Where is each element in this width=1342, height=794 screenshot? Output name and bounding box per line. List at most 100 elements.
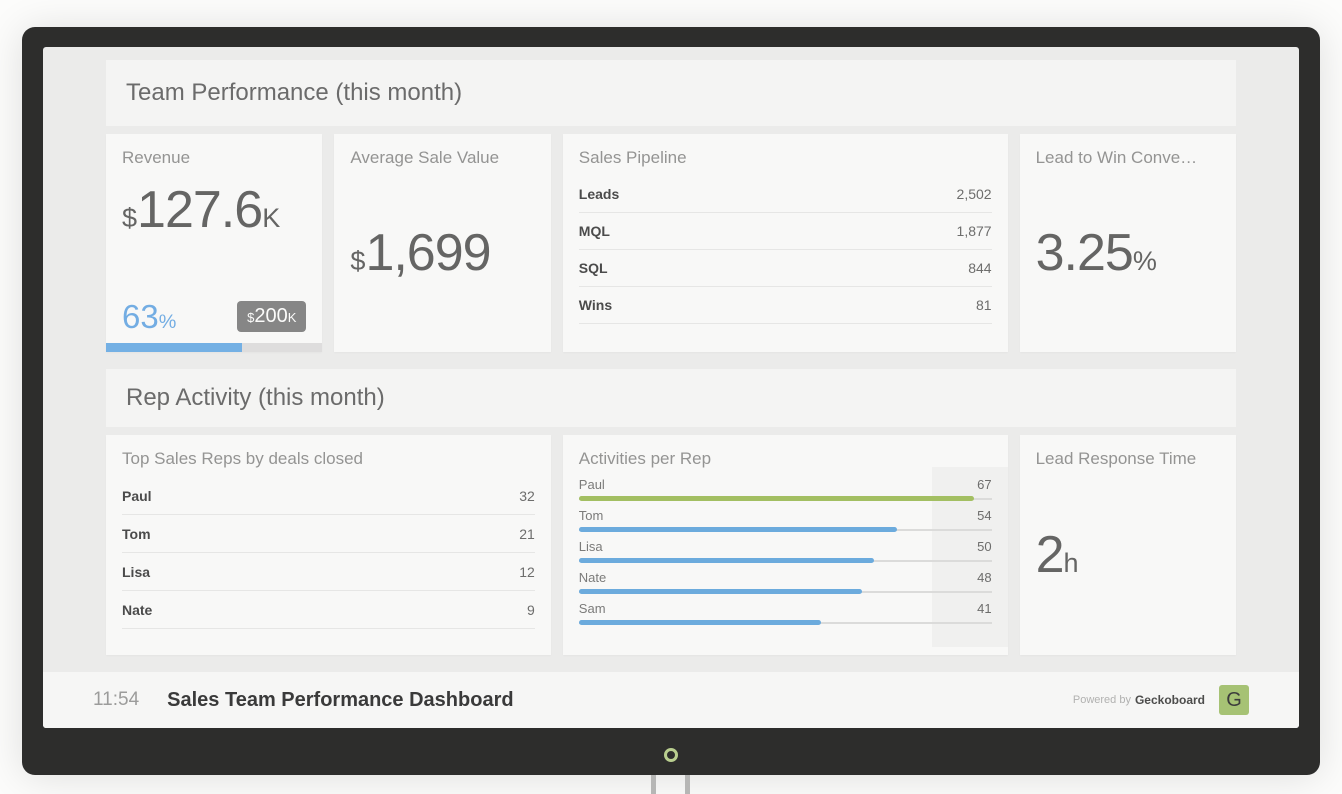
bar-fill bbox=[578, 620, 821, 625]
row-value: 2,502 bbox=[956, 186, 992, 202]
bar-fill bbox=[578, 558, 874, 563]
lead-to-win-value: 3.25% bbox=[1036, 227, 1157, 279]
power-indicator-icon bbox=[664, 748, 678, 762]
revenue-progress-bar bbox=[106, 343, 323, 352]
row-label: Tom bbox=[122, 525, 151, 542]
row-value: 81 bbox=[976, 297, 992, 313]
bar-label: Nate bbox=[578, 570, 607, 585]
bar-value: 41 bbox=[977, 601, 992, 616]
widget-title: Lead Response Time bbox=[1035, 449, 1197, 468]
pipeline-row: Leads 2,502 bbox=[578, 176, 992, 213]
bar-row: Sam 41 bbox=[578, 601, 992, 625]
bar-fill bbox=[578, 496, 974, 501]
brand-name: Geckoboard bbox=[1134, 693, 1205, 707]
row-label: SQL bbox=[578, 260, 608, 276]
row-label: Nate bbox=[122, 601, 153, 618]
bar-label: Tom bbox=[578, 508, 604, 523]
revenue-value: $127.6K bbox=[122, 184, 306, 236]
dashboard-title: Sales Team Performance Dashboard bbox=[167, 688, 514, 711]
bar-fill bbox=[578, 527, 898, 532]
widget-title: Revenue bbox=[122, 148, 191, 167]
revenue-number: 127.6 bbox=[137, 181, 263, 239]
row-value: 9 bbox=[527, 601, 535, 618]
dashboard-footer: 11:54 Sales Team Performance Dashboard P… bbox=[43, 672, 1299, 728]
widget-row-1: Revenue $127.6K 63% $200K Average Sale V… bbox=[106, 134, 1236, 352]
target-number: 200 bbox=[254, 305, 288, 327]
widget-revenue: Revenue $127.6K 63% $200K bbox=[106, 134, 323, 352]
widget-top-sales-reps: Top Sales Reps by deals closed Paul 32 T… bbox=[106, 435, 551, 655]
rep-row: Nate 9 bbox=[122, 591, 535, 629]
bar-label: Sam bbox=[578, 601, 606, 616]
conversion-number: 3.25 bbox=[1035, 224, 1134, 282]
geckoboard-logo-icon: G bbox=[1219, 685, 1249, 715]
revenue-progress-fill bbox=[106, 343, 243, 352]
widget-title: Lead to Win Conve… bbox=[1035, 148, 1198, 167]
section-title: Rep Activity (this month) bbox=[126, 384, 385, 411]
row-value: 32 bbox=[519, 487, 535, 504]
widget-activities-per-rep: Activities per Rep Paul 67 bbox=[562, 435, 1008, 655]
widget-average-sale-value: Average Sale Value $1,699 bbox=[334, 134, 551, 352]
section-title: Team Performance (this month) bbox=[126, 79, 463, 106]
row-value: 844 bbox=[968, 260, 992, 276]
widget-title: Top Sales Reps by deals closed bbox=[122, 449, 363, 468]
branding: Powered by Geckoboard G bbox=[1073, 685, 1249, 715]
top-reps-list: Paul 32 Tom 21 Lisa 12 Nate bbox=[106, 477, 551, 629]
currency-prefix: $ bbox=[122, 203, 138, 233]
pipeline-row: Wins 81 bbox=[578, 287, 992, 324]
widget-sales-pipeline: Sales Pipeline Leads 2,502 MQL 1,877 SQL bbox=[562, 134, 1008, 352]
widget-lead-to-win-conversion: Lead to Win Conve… 3.25% bbox=[1019, 134, 1236, 352]
section-header-rep-activity: Rep Activity (this month) bbox=[106, 369, 1236, 427]
currency-prefix: $ bbox=[350, 246, 366, 276]
pipeline-list: Leads 2,502 MQL 1,877 SQL 844 Wins bbox=[563, 176, 1008, 324]
bar-label: Lisa bbox=[578, 539, 603, 554]
unit-suffix: h bbox=[1063, 548, 1079, 578]
powered-by-label: Powered by bbox=[1072, 694, 1131, 706]
row-value: 12 bbox=[519, 563, 535, 580]
bar-row: Nate 48 bbox=[578, 570, 992, 594]
percent-number: 63 bbox=[122, 298, 159, 335]
kpi-area: $1,699 bbox=[334, 168, 550, 352]
percent-sign: % bbox=[1132, 246, 1157, 276]
pipeline-row: SQL 844 bbox=[578, 250, 992, 287]
tv-frame: Team Performance (this month) Revenue $1… bbox=[22, 27, 1320, 775]
row-label: Lisa bbox=[122, 563, 151, 580]
widget-row-2: Top Sales Reps by deals closed Paul 32 T… bbox=[106, 435, 1236, 655]
row-value: 1,877 bbox=[956, 223, 992, 239]
activities-bar-chart: Paul 67 Tom 54 bbox=[563, 467, 1008, 655]
rep-row: Lisa 12 bbox=[122, 553, 535, 591]
dashboard-screen: Team Performance (this month) Revenue $1… bbox=[43, 47, 1299, 728]
currency-prefix: $ bbox=[247, 310, 255, 325]
row-value: 21 bbox=[519, 525, 535, 542]
bar-row: Paul 67 bbox=[578, 477, 992, 501]
dashboard-content: Team Performance (this month) Revenue $1… bbox=[43, 47, 1299, 655]
widget-title: Activities per Rep bbox=[578, 449, 712, 468]
row-label: Leads bbox=[578, 186, 620, 202]
logo-letter: G bbox=[1226, 688, 1242, 711]
unit-suffix: K bbox=[287, 310, 297, 325]
widget-lead-response-time: Lead Response Time 2h bbox=[1019, 435, 1236, 655]
average-sale-value: $1,699 bbox=[350, 227, 491, 279]
unit-suffix: K bbox=[262, 203, 281, 233]
pipeline-row: MQL 1,877 bbox=[578, 213, 992, 250]
bar-row: Tom 54 bbox=[578, 508, 992, 532]
clock: 11:54 bbox=[93, 689, 140, 710]
bar-row: Lisa 50 bbox=[578, 539, 992, 563]
bar-label: Paul bbox=[578, 477, 605, 492]
bar-value: 50 bbox=[977, 539, 992, 554]
tv-stand-leg bbox=[651, 775, 656, 794]
row-label: MQL bbox=[578, 223, 610, 239]
revenue-percent: 63% bbox=[122, 300, 176, 333]
section-header-team-performance: Team Performance (this month) bbox=[106, 60, 1236, 126]
response-number: 2 bbox=[1035, 526, 1065, 584]
widget-title: Average Sale Value bbox=[350, 148, 500, 167]
widget-title: Sales Pipeline bbox=[578, 148, 687, 167]
bar-value: 54 bbox=[977, 508, 992, 523]
bar-value: 67 bbox=[977, 477, 992, 492]
kpi-area: 2h bbox=[1020, 469, 1236, 655]
tv-stand-leg bbox=[685, 775, 690, 794]
bar-fill bbox=[578, 589, 862, 594]
row-label: Paul bbox=[122, 487, 152, 504]
rep-row: Tom 21 bbox=[122, 515, 535, 553]
percent-sign: % bbox=[158, 311, 177, 333]
lead-response-value: 2h bbox=[1036, 529, 1079, 581]
